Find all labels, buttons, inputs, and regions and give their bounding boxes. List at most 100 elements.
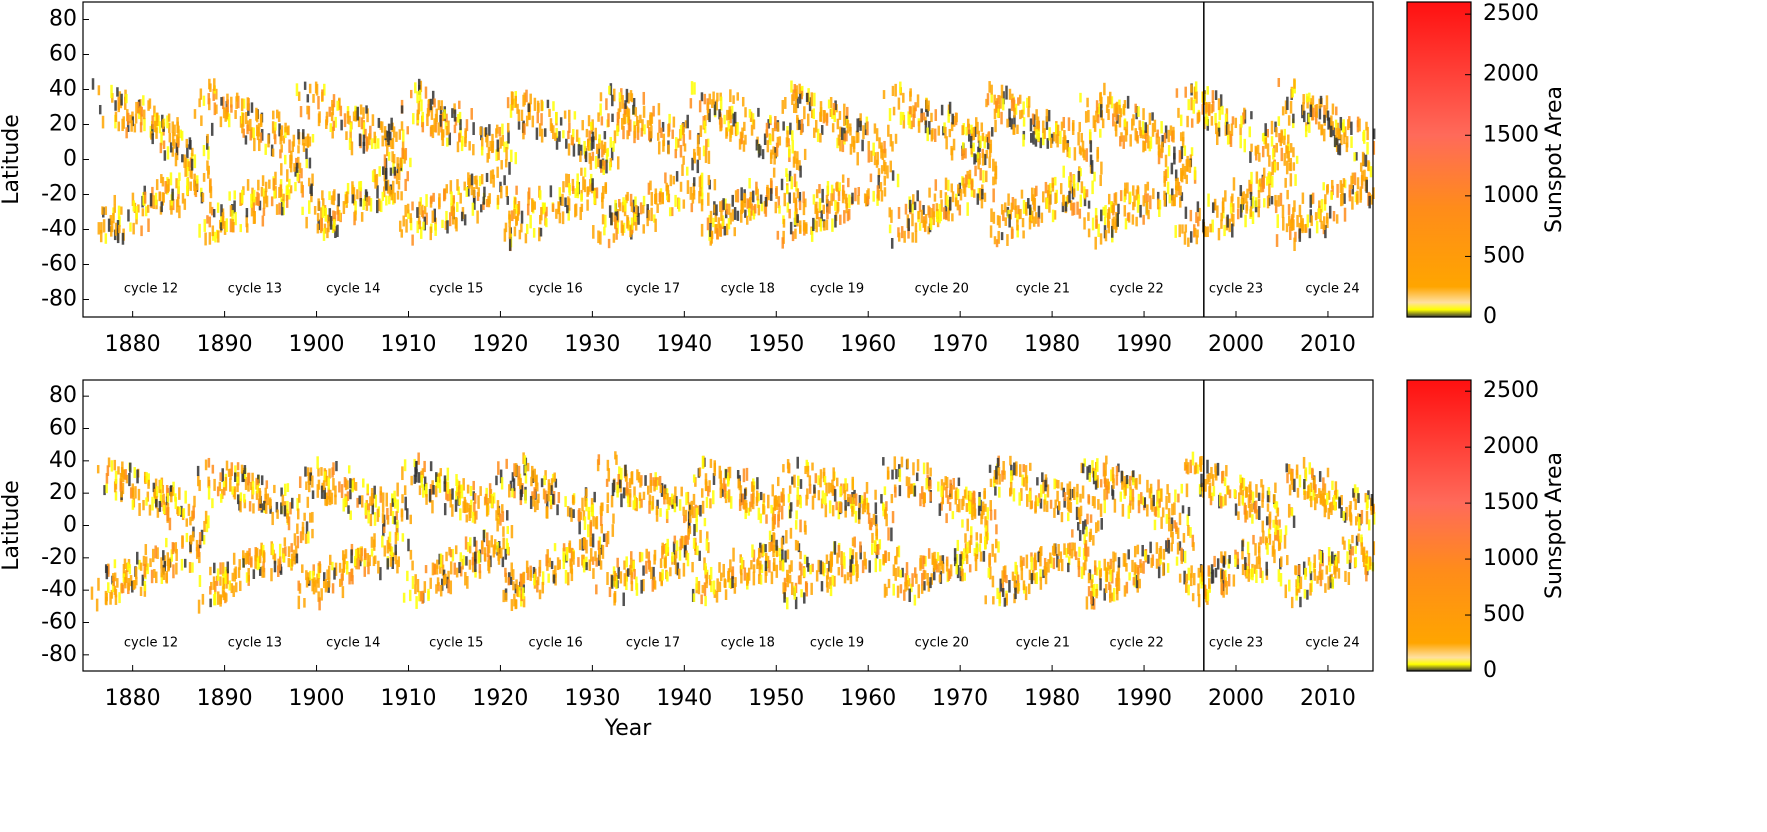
speckle [959,554,962,566]
speckle [1217,121,1221,132]
speckle [620,467,623,481]
speckle [407,209,410,220]
speckle [869,173,873,183]
speckle [105,483,108,494]
speckle [674,137,678,151]
speckle [981,132,985,142]
speckle [217,230,220,243]
speckle [612,513,615,524]
speckle [147,473,150,486]
speckle [599,513,603,526]
speckle [308,83,312,94]
colorbar-tick-label: 0 [1483,304,1497,329]
speckle [1066,496,1070,510]
speckle [706,217,710,231]
speckle [546,506,549,519]
speckle [798,92,802,104]
speckle [185,518,189,527]
x-tick-label: 1880 [105,332,161,357]
speckle [207,146,210,160]
speckle [660,483,664,497]
speckle [356,189,359,200]
speckle [1063,492,1067,502]
speckle [390,546,394,561]
speckle [306,105,309,115]
speckle [598,548,601,561]
speckle [1361,151,1365,166]
speckle [582,510,586,521]
speckle [933,128,937,142]
speckle [858,495,862,508]
speckle [333,211,337,222]
speckle [252,127,255,140]
speckle [807,562,810,572]
speckle [838,110,842,120]
speckle [996,457,1000,468]
speckle [1028,204,1032,215]
speckle [472,122,475,136]
speckle [1339,180,1343,194]
speckle [938,562,941,573]
speckle [1175,88,1179,98]
speckle [1062,165,1065,178]
speckle [529,93,532,105]
speckle [940,501,943,511]
speckle [768,560,771,573]
speckle [160,572,164,584]
speckle [524,233,528,244]
speckle [138,502,141,516]
speckle [1048,203,1051,213]
speckle [273,134,277,145]
speckle [520,588,523,602]
speckle [213,562,216,574]
speckle [956,539,960,552]
speckle [731,566,735,580]
speckle [696,147,700,156]
speckle [871,543,874,555]
speckle [451,488,454,500]
speckle [743,193,747,208]
speckle [475,510,478,520]
speckle [715,204,718,216]
speckle [935,564,939,573]
speckle [359,104,363,115]
speckle [922,112,926,121]
speckle [349,478,352,489]
x-tick-label: 1990 [1116,332,1172,357]
speckle [1329,125,1333,138]
speckle [690,203,694,213]
speckle [1333,135,1337,147]
speckle [529,495,533,509]
speckle [930,208,934,220]
speckle [334,116,337,128]
speckle [239,492,243,501]
speckle [417,78,421,92]
speckle [409,514,412,525]
speckle [823,110,826,122]
speckle [113,459,117,471]
speckle [1042,479,1045,494]
speckle [393,192,396,204]
speckle [740,572,743,584]
speckle [148,98,152,109]
speckle [396,559,399,574]
speckle [323,572,326,581]
speckle [480,540,484,550]
speckle [975,532,979,541]
speckle [1181,131,1185,142]
speckle [581,120,584,131]
speckle [765,122,769,137]
speckle [654,218,657,232]
speckle [171,198,175,211]
speckle [153,569,156,578]
speckle [688,525,692,535]
speckle [1169,125,1173,136]
speckle [222,96,225,110]
speckle [1046,138,1049,149]
speckle [213,102,217,116]
speckle [725,490,729,500]
speckle [394,544,397,556]
speckle [332,94,336,108]
speckle [736,210,740,221]
speckle [1314,104,1317,118]
